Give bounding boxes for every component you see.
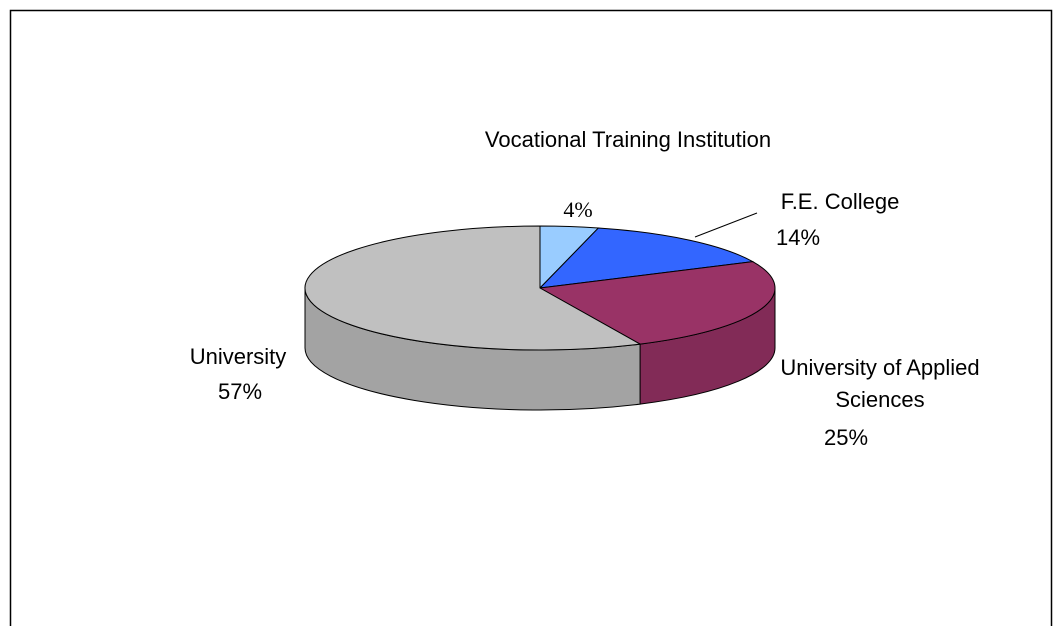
value-label: 4% [563, 197, 593, 222]
category-label: University of Applied Sciences [780, 355, 980, 412]
category-label: Vocational Training Institution [484, 127, 772, 152]
category-label: F.E. College [780, 189, 900, 214]
slice [538, 227, 755, 289]
slice [304, 225, 642, 351]
chart-frame [9, 9, 1053, 626]
slice [538, 261, 776, 345]
value-label: 14% [775, 225, 821, 250]
value-label: 25% [823, 425, 869, 450]
leader-line [694, 212, 758, 238]
value-label: 57% [217, 379, 263, 404]
category-label: University [189, 344, 287, 369]
